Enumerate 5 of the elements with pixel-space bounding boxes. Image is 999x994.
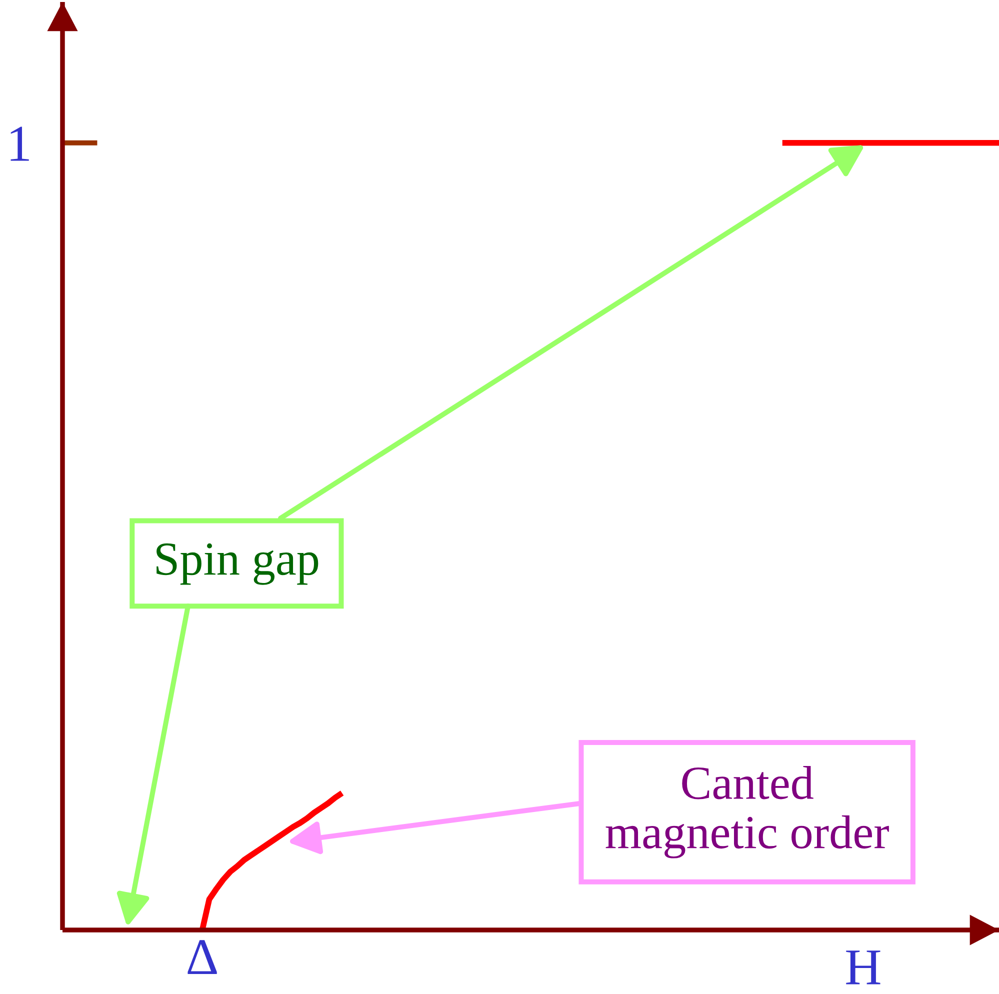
- annotation: Canted magnetic order: [606, 766, 889, 858]
- text: Δ: [188, 940, 217, 974]
- x-axis-title: H: [846, 950, 880, 984]
- annotation: Spin gap: [156, 543, 318, 585]
- text: 1: [10, 126, 29, 161]
